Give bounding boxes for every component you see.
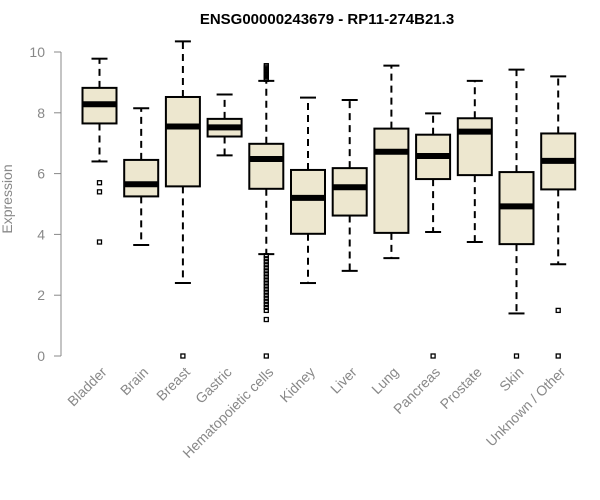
outlier-point [263, 268, 269, 274]
box-bladder [81, 57, 118, 245]
outlier-point [263, 277, 269, 283]
box-prostate [456, 79, 493, 243]
outlier-point [263, 286, 269, 292]
iqr-box [164, 95, 201, 188]
box-gastric [206, 93, 243, 157]
y-tick-label: 4 [37, 226, 45, 242]
outlier-point [96, 239, 103, 245]
outlier-point [263, 292, 269, 298]
outlier-point [263, 301, 269, 307]
box-liver [331, 99, 368, 272]
outlier-point [263, 298, 269, 304]
outlier-point [263, 304, 269, 311]
x-tick-label: Skin [496, 364, 527, 395]
iqr-box [248, 142, 285, 190]
y-tick-label: 6 [37, 166, 45, 182]
box-pancreas [415, 112, 452, 359]
outlier-point [263, 256, 269, 262]
outlier-point [263, 262, 269, 268]
outlier-point [263, 253, 269, 259]
outlier-point [263, 353, 269, 359]
outlier-point [430, 353, 436, 359]
outlier-point [513, 353, 520, 359]
x-tick-label: Bladder [64, 364, 110, 410]
box-unknown-other [540, 75, 577, 359]
y-tick-label: 0 [37, 348, 45, 364]
y-axis-label: Expression [0, 164, 15, 233]
outlier-point [263, 295, 269, 301]
x-tick-label: Liver [327, 364, 360, 397]
iqr-box [123, 158, 160, 198]
y-tick-label: 8 [37, 105, 45, 121]
chart-title: ENSG00000243679 - RP11-274B21.3 [200, 11, 454, 28]
outlier-point [263, 265, 269, 271]
outlier-point [263, 316, 269, 323]
x-tick-label: Unknown / Other [483, 364, 569, 450]
iqr-box [331, 167, 368, 217]
outlier-point [180, 353, 186, 359]
x-tick-label: Kidney [277, 364, 319, 406]
box-breast [164, 40, 201, 359]
outlier-point [263, 280, 269, 286]
outlier-point [263, 271, 269, 277]
x-tick-label: Lung [368, 364, 401, 397]
box-kidney [290, 96, 326, 285]
iqr-box [373, 127, 410, 234]
y-tick-label: 10 [29, 44, 45, 60]
x-tick-label: Breast [153, 364, 193, 404]
box-hematopoietic-cells [248, 63, 285, 359]
outlier-point [555, 353, 561, 359]
box-brain [123, 107, 160, 247]
outlier-point [263, 283, 269, 289]
x-tick-label: Prostate [437, 364, 485, 412]
iqr-box [456, 117, 493, 177]
x-tick-label: Brain [117, 364, 151, 398]
outlier-point [263, 307, 269, 314]
outlier-point [263, 274, 269, 280]
axes: 0 2 4 6 8 10 [29, 44, 62, 364]
outlier-point [555, 307, 561, 314]
outlier-point [263, 63, 269, 69]
plot-area [81, 40, 577, 359]
box-skin [498, 68, 535, 359]
outlier-point [263, 259, 269, 265]
iqr-box [290, 168, 326, 235]
outlier-point [96, 189, 103, 195]
outlier-point [96, 180, 103, 186]
box-lung [373, 64, 410, 260]
y-tick-label: 2 [37, 287, 45, 303]
outlier-point [263, 289, 269, 295]
